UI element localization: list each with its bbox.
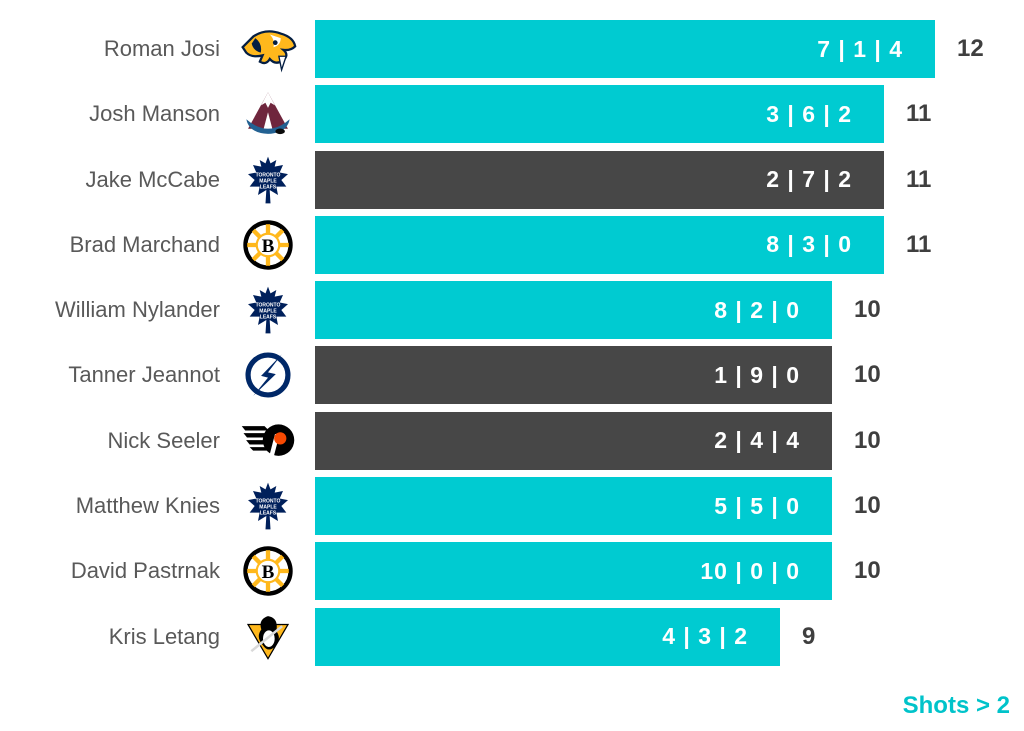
player-row: Matthew Knies TORONTO MAPLE LEAFS 5 | 5 …	[0, 477, 984, 536]
bar: 3 | 6 | 2	[315, 85, 884, 144]
total-value: 10	[854, 426, 881, 454]
lightning-logo-icon	[242, 349, 294, 401]
player-row: Kris Letang 4 | 3 | 2 9	[0, 607, 984, 666]
predators-logo-icon	[239, 25, 297, 73]
player-row: Jake McCabe TORONTO MAPLE LEAFS 2 | 7 | …	[0, 150, 984, 209]
bar: 8 | 3 | 0	[315, 215, 884, 274]
bar: 8 | 2 | 0	[315, 281, 832, 340]
chart-annotation: Shots > 2	[902, 692, 1010, 719]
total-value: 11	[906, 165, 932, 193]
bar-segments-label: 4 | 3 | 2	[662, 623, 748, 650]
avalanche-logo-icon	[242, 88, 294, 140]
bar: 10 | 0 | 0	[315, 542, 832, 601]
player-row: David Pastrnak B	[0, 542, 984, 601]
player-row: Brad Marchand B	[0, 215, 984, 274]
maple-leafs-logo-icon: TORONTO MAPLE LEAFS	[243, 285, 293, 335]
bar-segments-label: 1 | 9 | 0	[714, 361, 800, 388]
player-row: Tanner Jeannot 1 | 9 | 0 10	[0, 346, 984, 405]
svg-text:LEAFS: LEAFS	[259, 510, 276, 516]
bar-segments-label: 8 | 3 | 0	[766, 231, 852, 258]
player-name: Kris Letang	[108, 623, 220, 649]
player-row: Roman Josi 7 | 1 | 4 12	[0, 20, 984, 78]
bar: 4 | 3 | 2	[315, 607, 780, 666]
svg-text:TORONTO: TORONTO	[255, 499, 280, 505]
total-value: 12	[957, 35, 984, 62]
total-value: 9	[802, 622, 816, 650]
bar-segments-label: 2 | 4 | 4	[714, 427, 800, 454]
player-name: Josh Manson	[89, 101, 220, 127]
total-value: 10	[854, 492, 881, 520]
bar-segments-label: 7 | 1 | 4	[817, 35, 903, 62]
svg-text:B: B	[261, 562, 274, 583]
total-value: 10	[854, 296, 881, 324]
player-name: William Nylander	[54, 297, 220, 323]
player-row: Josh Manson 3 | 6 | 2 11	[0, 85, 984, 144]
player-row: Nick Seeler 2 |	[0, 411, 984, 470]
svg-text:TORONTO: TORONTO	[255, 303, 280, 309]
svg-text:MAPLE: MAPLE	[259, 178, 277, 184]
player-name: Jake McCabe	[85, 166, 220, 192]
maple-leafs-logo-icon: TORONTO MAPLE LEAFS	[243, 481, 293, 531]
total-value: 11	[906, 230, 932, 258]
total-value: 10	[854, 557, 881, 585]
svg-text:TORONTO: TORONTO	[255, 172, 280, 178]
svg-text:MAPLE: MAPLE	[259, 309, 277, 315]
bar: 7 | 1 | 4	[315, 20, 935, 78]
bar-segments-label: 10 | 0 | 0	[700, 557, 800, 584]
bar-segments-label: 3 | 6 | 2	[766, 100, 852, 127]
total-value: 11	[906, 100, 932, 128]
bar: 2 | 4 | 4	[315, 411, 832, 470]
bruins-logo-icon: B	[242, 545, 294, 597]
player-name: David Pastrnak	[70, 558, 220, 584]
player-name: Brad Marchand	[69, 231, 220, 257]
svg-text:B: B	[261, 236, 274, 257]
player-name: Matthew Knies	[75, 493, 220, 519]
maple-leafs-logo-icon: TORONTO MAPLE LEAFS	[243, 155, 293, 205]
svg-text:MAPLE: MAPLE	[259, 505, 277, 511]
bar: 5 | 5 | 0	[315, 477, 832, 536]
bar-segments-label: 5 | 5 | 0	[714, 492, 800, 519]
total-value: 10	[854, 361, 881, 389]
svg-text:LEAFS: LEAFS	[259, 315, 276, 321]
chart-rows: Roman Josi 7 | 1 | 4 12 Josh Manson	[0, 20, 984, 666]
bar: 1 | 9 | 0	[315, 346, 832, 405]
bar-segments-label: 2 | 7 | 2	[766, 166, 852, 193]
player-row: William Nylander TORONTO MAPLE LEAFS 8 |…	[0, 281, 984, 340]
penguins-logo-icon	[243, 613, 293, 661]
player-name: Tanner Jeannot	[68, 362, 220, 388]
bruins-logo-icon: B	[242, 219, 294, 271]
svg-text:LEAFS: LEAFS	[259, 184, 276, 190]
bar-segments-label: 8 | 2 | 0	[714, 296, 800, 323]
player-name: Roman Josi	[103, 36, 220, 61]
flyers-logo-icon	[240, 418, 296, 464]
bar: 2 | 7 | 2	[315, 150, 884, 209]
player-name: Nick Seeler	[107, 427, 220, 453]
